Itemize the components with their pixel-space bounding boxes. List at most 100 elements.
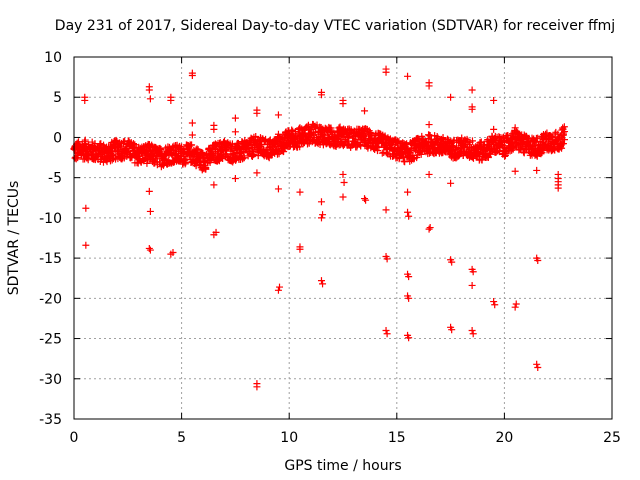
y-tick-label: -25 <box>39 332 62 348</box>
data-point <box>327 124 335 132</box>
data-point <box>383 330 391 338</box>
data-point <box>425 170 433 178</box>
data-point <box>468 281 476 289</box>
data-point <box>501 152 509 160</box>
data-point <box>534 257 542 265</box>
data-point <box>361 107 369 115</box>
data-point <box>490 298 498 306</box>
data-point <box>383 255 391 263</box>
data-point <box>82 241 90 249</box>
data-point <box>373 147 381 155</box>
data-point <box>296 124 304 132</box>
data-point <box>405 212 413 220</box>
data-point <box>425 82 433 90</box>
data-point <box>405 294 413 302</box>
data-point <box>81 136 89 144</box>
y-tick-label: -35 <box>39 412 62 428</box>
data-point <box>395 155 403 163</box>
data-point <box>404 72 412 80</box>
data-point <box>161 156 169 164</box>
x-axis-label: GPS time / hours <box>284 458 401 474</box>
data-point <box>167 250 175 258</box>
data-point <box>468 137 476 145</box>
data-point <box>317 277 325 285</box>
data-point <box>253 383 261 391</box>
data-point <box>317 198 325 206</box>
data-point <box>81 96 89 104</box>
data-point <box>222 146 230 154</box>
y-tick-label: 0 <box>53 130 62 146</box>
data-point <box>231 174 239 182</box>
data-point <box>339 170 347 178</box>
data-point <box>533 166 541 174</box>
data-point <box>253 109 261 117</box>
data-point <box>257 141 265 149</box>
data-point <box>209 152 217 160</box>
data-point <box>405 334 413 342</box>
data-point <box>274 130 282 138</box>
data-point <box>212 141 220 149</box>
data-point <box>398 148 406 156</box>
data-point <box>231 128 239 136</box>
data-point <box>256 142 264 150</box>
data-point <box>468 86 476 94</box>
y-tick-label: -15 <box>39 251 62 267</box>
data-point <box>130 140 138 148</box>
data-point <box>559 131 567 139</box>
data-point <box>340 178 348 186</box>
data-point <box>405 273 413 281</box>
data-point <box>145 187 153 195</box>
data-marks <box>70 65 569 391</box>
data-point <box>560 136 568 144</box>
data-point <box>554 184 562 192</box>
data-point <box>558 144 566 152</box>
data-point <box>296 245 304 253</box>
data-point <box>361 195 369 203</box>
data-point <box>319 280 327 288</box>
data-point <box>490 125 498 133</box>
y-tick-label: -10 <box>39 211 62 227</box>
data-point <box>82 204 90 212</box>
data-point <box>108 156 116 164</box>
data-point <box>561 128 569 136</box>
x-tick-label: 5 <box>177 430 186 446</box>
data-point <box>202 164 210 172</box>
data-point <box>468 105 476 113</box>
y-tick-label: -20 <box>39 291 62 307</box>
y-axis-label: SDTVAR / TECUs <box>6 181 22 296</box>
data-point <box>417 150 425 158</box>
x-tick-label: 10 <box>280 430 298 446</box>
data-point <box>402 141 410 149</box>
data-point <box>382 327 390 335</box>
data-point <box>362 196 370 204</box>
data-point <box>188 119 196 127</box>
data-point <box>426 224 434 232</box>
data-point <box>146 207 154 215</box>
data-point <box>468 327 476 335</box>
x-tick-label: 20 <box>495 430 513 446</box>
data-point <box>433 133 441 141</box>
axis-ticks: 0 5 10 15 20 25 10 5 0 -5 -10 -15 -20 -25 -30 -35 <box>39 50 621 446</box>
data-point <box>188 72 196 80</box>
data-point <box>347 126 355 134</box>
data-point <box>339 193 347 201</box>
data-point <box>448 326 456 334</box>
data-point <box>534 364 542 372</box>
data-point <box>511 167 519 175</box>
data-point <box>296 143 304 151</box>
data-point <box>490 96 498 104</box>
data-point <box>317 91 325 99</box>
chart-title: Day 231 of 2017, Sidereal Day-to-day VTE… <box>55 18 615 34</box>
data-point <box>231 114 239 122</box>
data-point <box>404 188 412 196</box>
data-point <box>157 146 165 154</box>
data-point <box>319 211 327 219</box>
data-point <box>274 185 282 193</box>
y-tick-label: 5 <box>53 90 62 106</box>
data-point <box>274 286 282 294</box>
data-point <box>288 126 296 134</box>
data-point <box>425 225 433 233</box>
data-point <box>167 96 175 104</box>
x-tick-label: 25 <box>603 430 621 446</box>
